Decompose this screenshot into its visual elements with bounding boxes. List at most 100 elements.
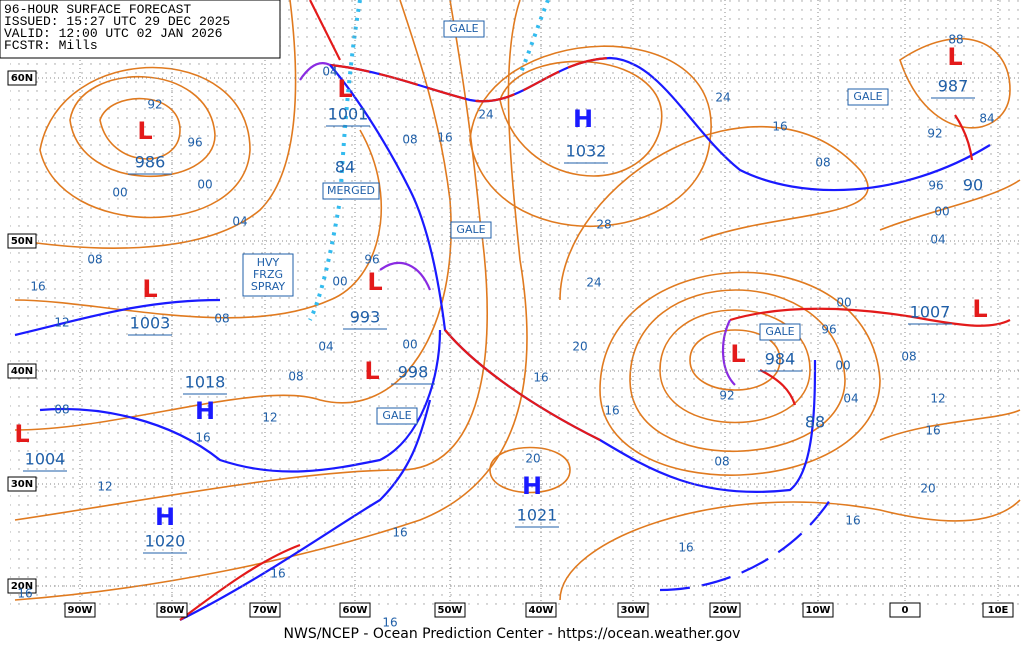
center-pressure: 993 [350,308,381,327]
isobar-label: 84 [335,158,355,177]
center-symbol: L [730,340,745,368]
lon-label: 20W [713,605,738,616]
isobar-label: 04 [930,233,945,247]
lon-label: 10W [806,605,831,616]
isobar-label: 08 [54,403,69,417]
lat-label-box [7,476,37,492]
spray-note: FRZG [253,268,283,281]
isobar-label: 24 [715,91,730,105]
center-pressure: 984 [765,350,796,369]
isobar-label: 16 [437,131,452,145]
footer: NWS/NCEP - Ocean Prediction Center - htt… [284,626,741,642]
center-pressure: 1004 [25,450,66,469]
lon-label: 30W [621,605,646,616]
header-line: 96-HOUR SURFACE FORECAST [4,2,191,17]
lat-label-box [7,233,37,249]
isobar-label: 28 [596,218,611,232]
center-symbol: L [972,295,987,323]
lon-label: 80W [160,605,185,616]
lat-label: 50N [11,236,33,247]
isobar-label: 04 [843,392,858,406]
lat-label-box [7,578,37,594]
isobar-label: 24 [586,276,601,290]
lon-label-box [249,602,281,618]
center-pressure: 1020 [145,532,186,551]
center-symbol: L [947,43,962,71]
lat-label: 20N [11,581,33,592]
gale-warning-box [443,20,485,38]
isobar-label: 16 [772,120,787,134]
center-pressure: 1001 [328,105,369,124]
isobar-label: 16 [17,587,32,601]
gale-warning-box [376,407,418,425]
isobar-label: 00 [934,205,949,219]
fronts [14,0,1011,621]
isobar-label: 08 [402,133,417,147]
spray-box [242,253,294,297]
isobar-label: 08 [714,455,729,469]
lon-label-box [156,602,188,618]
lon-label-box [889,602,921,618]
center-pressure: 1018 [185,373,226,392]
gale-warning-box [450,221,492,239]
center-pressure: 1021 [517,506,558,525]
center-symbol: L [14,420,29,448]
isobar-label: 16 [925,424,940,438]
isobar-label: 04 [318,340,333,354]
merged-note: MERGED [327,184,375,197]
center-symbol: L [337,75,352,103]
isobar-label: 90 [963,176,983,195]
center-pressure: 1032 [566,142,607,161]
header-line: FCSTR: Mills [4,38,98,53]
isobar-label: 20 [920,482,935,496]
gale-warning: GALE [456,223,485,236]
isobar-label: 00 [332,275,347,289]
isobar-label: 00 [112,186,127,200]
lon-label: 40W [529,605,554,616]
lon-label: 60W [343,605,368,616]
isobar-label: 12 [262,411,277,425]
isobar-label: 00 [836,296,851,310]
gale-warning-box [759,323,801,341]
isobar-label: 12 [930,392,945,406]
center-pressure: 987 [938,77,969,96]
isobar-label: 00 [197,178,212,192]
isobar-label: 20 [572,340,587,354]
isobar-label: 16 [195,431,210,445]
isobar-label: 04 [232,215,247,229]
lat-label: 30N [11,479,33,490]
isobar-label: 08 [815,156,830,170]
merged-note-box [322,182,380,200]
isobar-label: 08 [901,350,916,364]
lon-label-box [802,602,834,618]
lon-label: 90W [68,605,93,616]
lon-label-box [617,602,649,618]
gale-warning: GALE [449,22,478,35]
isobar-label: 16 [382,616,397,630]
isobar-label: 08 [87,253,102,267]
isobar-label: 84 [979,112,994,126]
lon-label-box [339,602,371,618]
isobar-label: 16 [270,567,285,581]
header-box [0,0,281,59]
lat-label-box [7,363,37,379]
isobar-label: 04 [322,65,337,79]
isobar-label: 08 [288,370,303,384]
lon-label-box [709,602,741,618]
isobar-label: 16 [678,541,693,555]
center-pressure: 1007 [910,303,951,322]
center-symbol: L [137,117,152,145]
isobar-label: 88 [948,33,963,47]
isobar-label: 96 [821,323,836,337]
isobar-label: 00 [402,338,417,352]
center-pressure: 986 [135,153,166,172]
isobar-label: 92 [927,127,942,141]
isobar-label: 16 [604,404,619,418]
gale-warning-box [847,88,889,106]
isobar-label: 24 [478,108,493,122]
center-symbol: H [573,105,593,133]
lon-label-box [434,602,466,618]
isobar-label: 96 [928,179,943,193]
center-symbol: L [367,268,382,296]
